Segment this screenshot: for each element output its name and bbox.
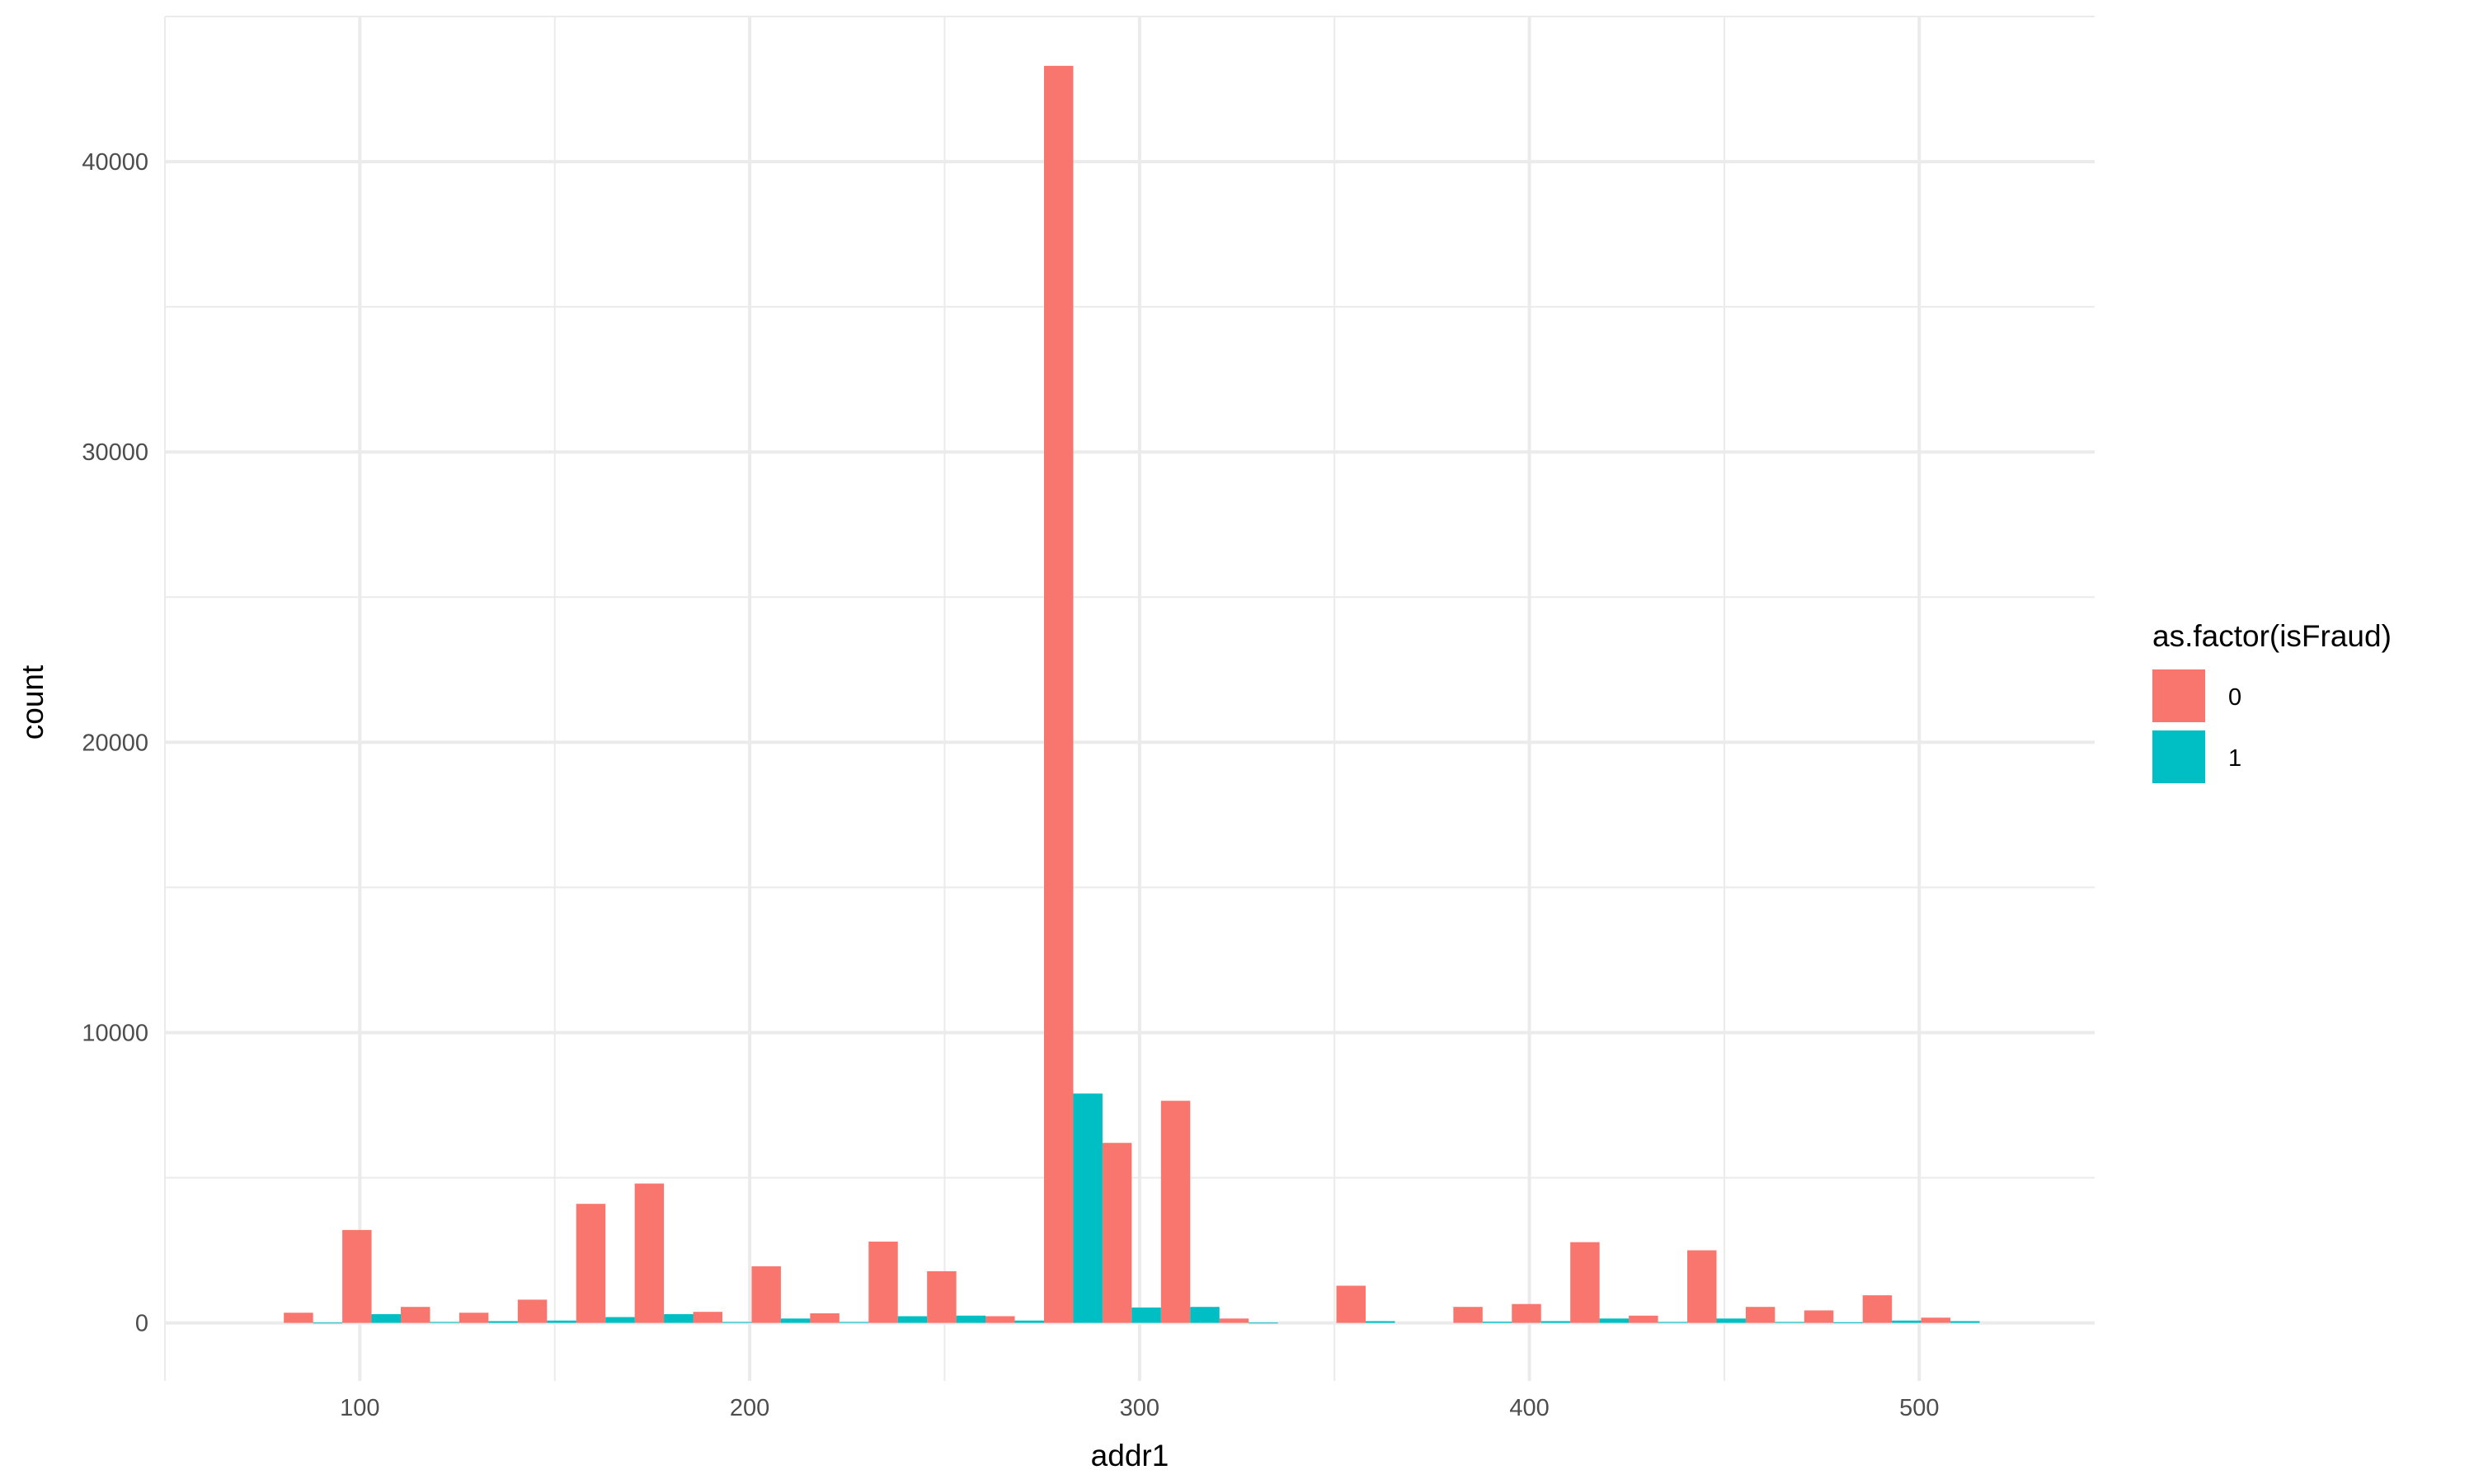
x-tick-label: 300 (1120, 1395, 1159, 1421)
bars (284, 65, 1980, 1324)
legend-title: as.factor(isFraud) (2152, 619, 2392, 653)
bar-0-223 (810, 1313, 840, 1323)
x-axis-ticks: 100 200 300 400 500 (340, 1395, 1939, 1421)
bar-0-253 (927, 1270, 957, 1323)
bar-0-193 (693, 1312, 722, 1323)
bar-0-298 (1102, 1143, 1132, 1323)
bar-1-238 (897, 1316, 928, 1323)
bar-0-358 (1336, 1285, 1366, 1323)
bar-0-463 (1745, 1307, 1776, 1323)
bar-0-508 (1921, 1317, 1951, 1323)
y-tick-label: 40000 (82, 149, 148, 176)
bar-1-403 (1540, 1321, 1571, 1323)
bar-0-103 (342, 1229, 372, 1323)
bar-0-403 (1512, 1303, 1541, 1323)
bar-0-268 (985, 1316, 1015, 1323)
bar-1-253 (956, 1315, 986, 1323)
bar-1-478 (1833, 1322, 1863, 1323)
bar-1-493 (1892, 1320, 1921, 1323)
bar-1-508 (1950, 1321, 1980, 1323)
bar-1-118 (430, 1322, 459, 1323)
x-tick-label: 100 (340, 1395, 379, 1421)
bar-0-448 (1687, 1250, 1717, 1323)
bar-1-103 (371, 1314, 401, 1323)
y-tick-label: 0 (135, 1311, 148, 1337)
bar-0-433 (1629, 1315, 1658, 1323)
bar-0-148 (517, 1299, 548, 1323)
bar-1-313 (1190, 1307, 1220, 1323)
legend: as.factor(isFraud) 01 (2152, 619, 2392, 783)
bar-0-88 (284, 1313, 313, 1323)
y-axis-title: count (16, 665, 49, 740)
y-tick-label: 10000 (82, 1020, 148, 1046)
bar-1-178 (664, 1314, 694, 1323)
bar-0-418 (1570, 1242, 1600, 1323)
bar-0-313 (1160, 1101, 1191, 1323)
bar-1-133 (488, 1321, 518, 1323)
x-axis-title: addr1 (1091, 1439, 1169, 1472)
bar-1-268 (1014, 1320, 1044, 1323)
bar-0-208 (751, 1266, 781, 1323)
bar-0-133 (459, 1313, 489, 1323)
bar-0-283 (1044, 65, 1074, 1323)
bar-1-283 (1073, 1093, 1103, 1323)
y-tick-label: 20000 (82, 730, 148, 756)
bar-1-448 (1716, 1318, 1746, 1323)
legend-label-1: 1 (2228, 745, 2241, 772)
bar-0-178 (634, 1183, 665, 1323)
legend-key-0 (2152, 669, 2205, 722)
x-tick-label: 400 (1509, 1395, 1549, 1421)
bar-0-328 (1219, 1318, 1249, 1323)
bar-0-163 (576, 1204, 606, 1323)
legend-label-0: 0 (2228, 684, 2241, 711)
bar-1-148 (547, 1320, 576, 1323)
bar-0-478 (1804, 1310, 1834, 1323)
bar-1-358 (1366, 1321, 1395, 1323)
bar-1-298 (1131, 1307, 1161, 1323)
bar-1-163 (605, 1317, 635, 1323)
bar-1-193 (722, 1322, 752, 1323)
bar-1-328 (1249, 1322, 1278, 1324)
bar-1-418 (1599, 1318, 1630, 1323)
y-tick-label: 30000 (82, 439, 148, 466)
y-axis-ticks: 0 10000 20000 30000 40000 (82, 149, 148, 1337)
bar-1-223 (839, 1322, 869, 1323)
bar-1-463 (1775, 1322, 1804, 1323)
x-tick-label: 200 (730, 1395, 769, 1421)
legend-key-1 (2152, 730, 2205, 783)
legend-items: 01 (2152, 669, 2241, 783)
bar-0-388 (1453, 1307, 1483, 1323)
bar-1-208 (780, 1318, 811, 1323)
bar-0-493 (1862, 1295, 1893, 1323)
bar-0-118 (401, 1307, 430, 1323)
bar-1-88 (313, 1322, 343, 1324)
bar-1-433 (1658, 1322, 1687, 1323)
x-tick-label: 500 (1899, 1395, 1939, 1421)
bar-0-238 (868, 1241, 898, 1323)
